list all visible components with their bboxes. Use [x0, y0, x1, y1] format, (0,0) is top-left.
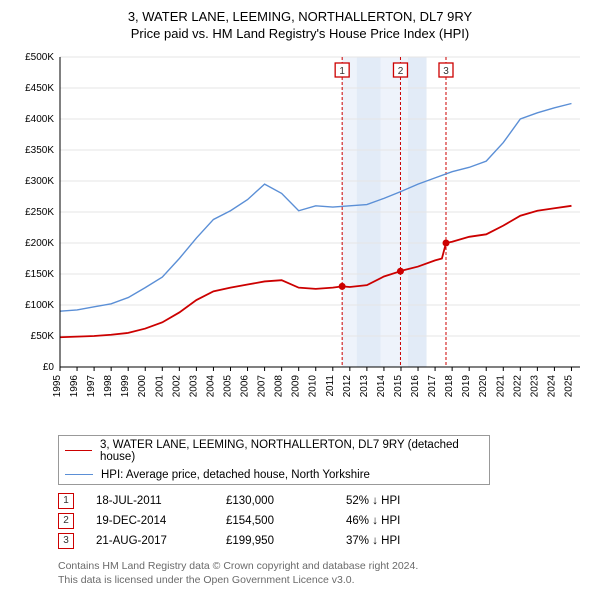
svg-text:2024: 2024: [546, 374, 557, 397]
event-date: 21-AUG-2017: [96, 535, 226, 547]
event-marker-icon: 1: [58, 493, 74, 509]
svg-text:£350K: £350K: [25, 145, 54, 156]
svg-text:2011: 2011: [325, 374, 336, 396]
event-table: 1 18-JUL-2011£130,00052% ↓ HPI 2 19-DEC-201…: [58, 491, 590, 551]
footer-line: This data is licensed under the Open Gov…: [58, 573, 590, 587]
page-title: 3, WATER LANE, LEEMING, NORTHALLERTON, D…: [10, 8, 590, 26]
svg-text:2016: 2016: [410, 374, 421, 397]
event-delta: 52% ↓ HPI: [346, 495, 400, 507]
event-delta: 46% ↓ HPI: [346, 515, 400, 527]
svg-text:1997: 1997: [86, 374, 97, 397]
legend-swatch-icon: [65, 450, 92, 451]
svg-text:£50K: £50K: [31, 331, 55, 342]
event-price: £154,500: [226, 515, 346, 527]
event-price: £130,000: [226, 495, 346, 507]
svg-text:2009: 2009: [291, 374, 302, 397]
svg-text:2019: 2019: [461, 374, 472, 397]
event-row: 1 18-JUL-2011£130,00052% ↓ HPI: [58, 491, 590, 511]
svg-text:2013: 2013: [359, 374, 370, 397]
svg-text:2000: 2000: [137, 374, 148, 397]
svg-text:£150K: £150K: [25, 269, 54, 280]
event-price: £199,950: [226, 535, 346, 547]
svg-text:2017: 2017: [427, 374, 438, 397]
legend: 3, WATER LANE, LEEMING, NORTHALLERTON, D…: [58, 435, 490, 485]
legend-row: HPI: Average price, detached house, Nort…: [59, 466, 489, 484]
legend-row: 3, WATER LANE, LEEMING, NORTHALLERTON, D…: [59, 436, 489, 466]
legend-swatch-icon: [65, 474, 93, 475]
event-date: 19-DEC-2014: [96, 515, 226, 527]
svg-text:2018: 2018: [444, 374, 455, 397]
svg-text:£250K: £250K: [25, 207, 54, 218]
svg-text:2002: 2002: [171, 374, 182, 397]
svg-text:2003: 2003: [188, 374, 199, 397]
svg-text:2020: 2020: [478, 374, 489, 397]
svg-text:2: 2: [398, 66, 404, 77]
svg-text:2007: 2007: [257, 374, 268, 397]
svg-text:£500K: £500K: [25, 52, 54, 63]
svg-text:2005: 2005: [222, 374, 233, 397]
svg-text:2022: 2022: [512, 374, 523, 397]
svg-text:£400K: £400K: [25, 114, 54, 125]
svg-text:£300K: £300K: [25, 176, 54, 187]
svg-text:2004: 2004: [205, 374, 216, 397]
svg-text:1995: 1995: [52, 374, 63, 397]
svg-text:1: 1: [339, 66, 345, 77]
event-marker-icon: 3: [58, 533, 74, 549]
price-chart: £0 £50K £100K £150K £200K £250K £300K £350K £400…: [10, 47, 590, 427]
event-delta: 37% ↓ HPI: [346, 535, 400, 547]
svg-text:2014: 2014: [376, 374, 387, 397]
event-row: 3 21-AUG-2017£199,95037% ↓ HPI: [58, 531, 590, 551]
svg-text:2010: 2010: [308, 374, 319, 397]
legend-label: 3, WATER LANE, LEEMING, NORTHALLERTON, D…: [100, 439, 483, 463]
svg-text:2001: 2001: [154, 374, 165, 397]
svg-text:1999: 1999: [120, 374, 131, 397]
event-marker-icon: 2: [58, 513, 74, 529]
svg-text:£0: £0: [43, 362, 55, 373]
event-date: 18-JUL-2011: [96, 495, 226, 507]
svg-text:2023: 2023: [529, 374, 540, 397]
event-row: 2 19-DEC-2014£154,50046% ↓ HPI: [58, 511, 590, 531]
svg-text:£100K: £100K: [25, 300, 54, 311]
svg-text:2021: 2021: [495, 374, 506, 397]
svg-text:1998: 1998: [103, 374, 114, 397]
svg-text:1996: 1996: [69, 374, 80, 397]
page-subtitle: Price paid vs. HM Land Registry's House …: [10, 26, 590, 41]
footer-line: Contains HM Land Registry data © Crown c…: [58, 559, 590, 573]
svg-text:£450K: £450K: [25, 83, 54, 94]
legend-label: HPI: Average price, detached house, Nort…: [101, 469, 370, 481]
footer-attribution: Contains HM Land Registry data © Crown c…: [58, 559, 590, 587]
svg-text:2015: 2015: [393, 374, 404, 397]
svg-text:2008: 2008: [274, 374, 285, 397]
svg-text:3: 3: [443, 66, 449, 77]
svg-text:2012: 2012: [342, 374, 353, 397]
svg-text:2025: 2025: [563, 374, 574, 397]
svg-text:£200K: £200K: [25, 238, 54, 249]
svg-text:2006: 2006: [240, 374, 251, 397]
